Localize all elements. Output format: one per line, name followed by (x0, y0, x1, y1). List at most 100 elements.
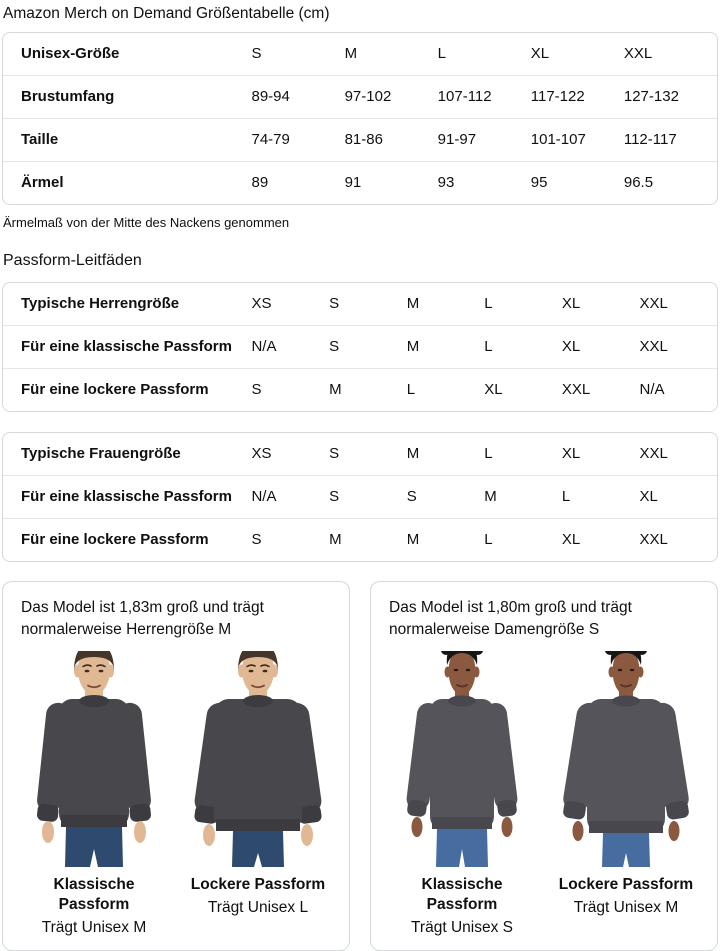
figure-size-label: Trägt Unisex L (207, 899, 309, 916)
fit-table-men: Typische Herrengröße XS S M L XL XXL Für… (2, 282, 718, 412)
fit-table-women: Typische Frauengröße XS S M L XL XXL Für… (2, 432, 718, 562)
row-label: Für eine lockere Passform (3, 368, 252, 411)
size-cell: XXL (561, 368, 640, 411)
figure-fit-label: Klassische Passform (421, 876, 503, 913)
table-row: Für eine klassische Passform N/A S M L X… (3, 325, 717, 368)
size-cell: N/A (251, 325, 330, 368)
table-row: Typische Frauengröße XS S M L XL XXL (3, 433, 717, 475)
table-row: Typische Herrengröße XS S M L XL XXL (3, 283, 717, 325)
size-cell: 74-79 (251, 118, 345, 161)
table-row: Unisex-Größe S M L XL XXL (3, 33, 717, 75)
fit-guides-heading: Passform-Leitfäden (3, 252, 142, 269)
size-cell: S (251, 45, 262, 62)
row-label: Typische Herrengröße (21, 295, 180, 312)
figure-fit-label: Klassische Passform (53, 876, 135, 913)
size-cell: M (329, 518, 407, 561)
figure-size-label: Trägt Unisex S (411, 919, 513, 936)
row-label: Typische Frauengröße (21, 445, 181, 462)
size-cell: XL (561, 325, 640, 368)
size-cell: 91 (344, 161, 438, 204)
table-row: Taille 74-79 81-86 91-97 101-107 112-117 (3, 118, 717, 161)
size-cell: N/A (639, 368, 717, 411)
size-cell: M (406, 445, 420, 462)
size-cell: M (406, 295, 420, 312)
size-cell: 81-86 (344, 118, 438, 161)
size-cell: XL (561, 445, 581, 462)
figure-size-label: Trägt Unisex M (41, 919, 147, 936)
size-cell: XXL (639, 325, 717, 368)
size-cell: L (484, 445, 493, 462)
size-cell: L (484, 518, 562, 561)
model-card-heading: Das Model ist 1,80m groß und trägt norma… (389, 599, 632, 638)
size-cell: L (561, 475, 640, 518)
figure-size-label: Trägt Unisex M (573, 899, 679, 916)
model-figures: Klassische Passform Trägt Unisex M (17, 651, 335, 938)
size-cell: 97-102 (344, 75, 438, 118)
size-cell: M (406, 518, 485, 561)
size-cell: S (329, 475, 407, 518)
size-cell: L (484, 325, 562, 368)
size-cell: XL (530, 45, 550, 62)
size-cell: 107-112 (437, 75, 531, 118)
size-cell: XXL (639, 295, 668, 312)
model-figure-loose: Lockere Passform Trägt Unisex L (183, 651, 333, 938)
size-cell: XXL (639, 445, 668, 462)
size-cell: M (406, 325, 485, 368)
model-figure-classic: Klassische Passform Trägt Unisex M (19, 651, 169, 938)
size-cell: XL (639, 475, 717, 518)
size-cell: XL (561, 295, 581, 312)
size-cell: 91-97 (437, 118, 531, 161)
figure-fit-label: Lockere Passform (558, 876, 694, 893)
size-cell: L (484, 295, 493, 312)
size-cell: XS (251, 295, 272, 312)
size-cell: S (329, 445, 340, 462)
size-cell: M (329, 368, 407, 411)
model-photo-women-loose (551, 651, 701, 867)
size-cell: 112-117 (623, 118, 717, 161)
size-cell: 127-132 (623, 75, 717, 118)
size-cell: M (484, 475, 562, 518)
row-label: Unisex-Größe (21, 45, 120, 62)
model-card-men: Das Model ist 1,83m groß und trägt norma… (2, 581, 350, 951)
size-cell: N/A (251, 475, 330, 518)
table-row: Für eine lockere Passform S M M L XL XXL (3, 518, 717, 561)
size-cell: 93 (437, 161, 531, 204)
size-cell: 89-94 (251, 75, 345, 118)
size-cell: 101-107 (530, 118, 624, 161)
table-row: Für eine klassische Passform N/A S S M L… (3, 475, 717, 518)
model-figure-loose: Lockere Passform Trägt Unisex M (551, 651, 701, 938)
figure-fit-label: Lockere Passform (190, 876, 326, 893)
size-cell: L (406, 368, 485, 411)
size-cell: 95 (530, 161, 624, 204)
row-label: Taille (3, 118, 252, 161)
size-cell: S (251, 518, 330, 561)
page-title: Amazon Merch on Demand Größentabelle (cm… (3, 5, 330, 22)
size-cell: 89 (251, 161, 345, 204)
size-cell: XL (561, 518, 640, 561)
table-row: Ärmel 89 91 93 95 96.5 (3, 161, 717, 204)
size-cell: XS (251, 445, 272, 462)
table-row: Für eine lockere Passform S M L XL XXL N… (3, 368, 717, 411)
model-photo-women-classic (387, 651, 537, 867)
row-label: Für eine lockere Passform (3, 518, 252, 561)
size-cell: XXL (623, 45, 653, 62)
model-photo-men-classic (19, 651, 169, 867)
size-cell: S (406, 475, 485, 518)
size-cell: S (329, 295, 340, 312)
row-label: Für eine klassische Passform (3, 475, 252, 518)
model-figures: Klassische Passform Trägt Unisex S (385, 651, 703, 938)
model-photo-men-loose (183, 651, 333, 867)
sleeve-note: Ärmelmaß von der Mitte des Nackens genom… (3, 215, 290, 230)
model-cards: Das Model ist 1,83m groß und trägt norma… (2, 581, 718, 951)
model-card-heading: Das Model ist 1,83m groß und trägt norma… (21, 599, 264, 638)
row-label: Ärmel (3, 161, 252, 204)
row-label: Für eine klassische Passform (3, 325, 252, 368)
size-cell: 96.5 (623, 161, 717, 204)
row-label: Brustumfang (3, 75, 252, 118)
model-figure-classic: Klassische Passform Trägt Unisex S (387, 651, 537, 938)
model-card-women: Das Model ist 1,80m groß und trägt norma… (370, 581, 718, 951)
size-cell: M (344, 45, 358, 62)
size-cell: S (329, 325, 407, 368)
table-row: Brustumfang 89-94 97-102 107-112 117-122… (3, 75, 717, 118)
